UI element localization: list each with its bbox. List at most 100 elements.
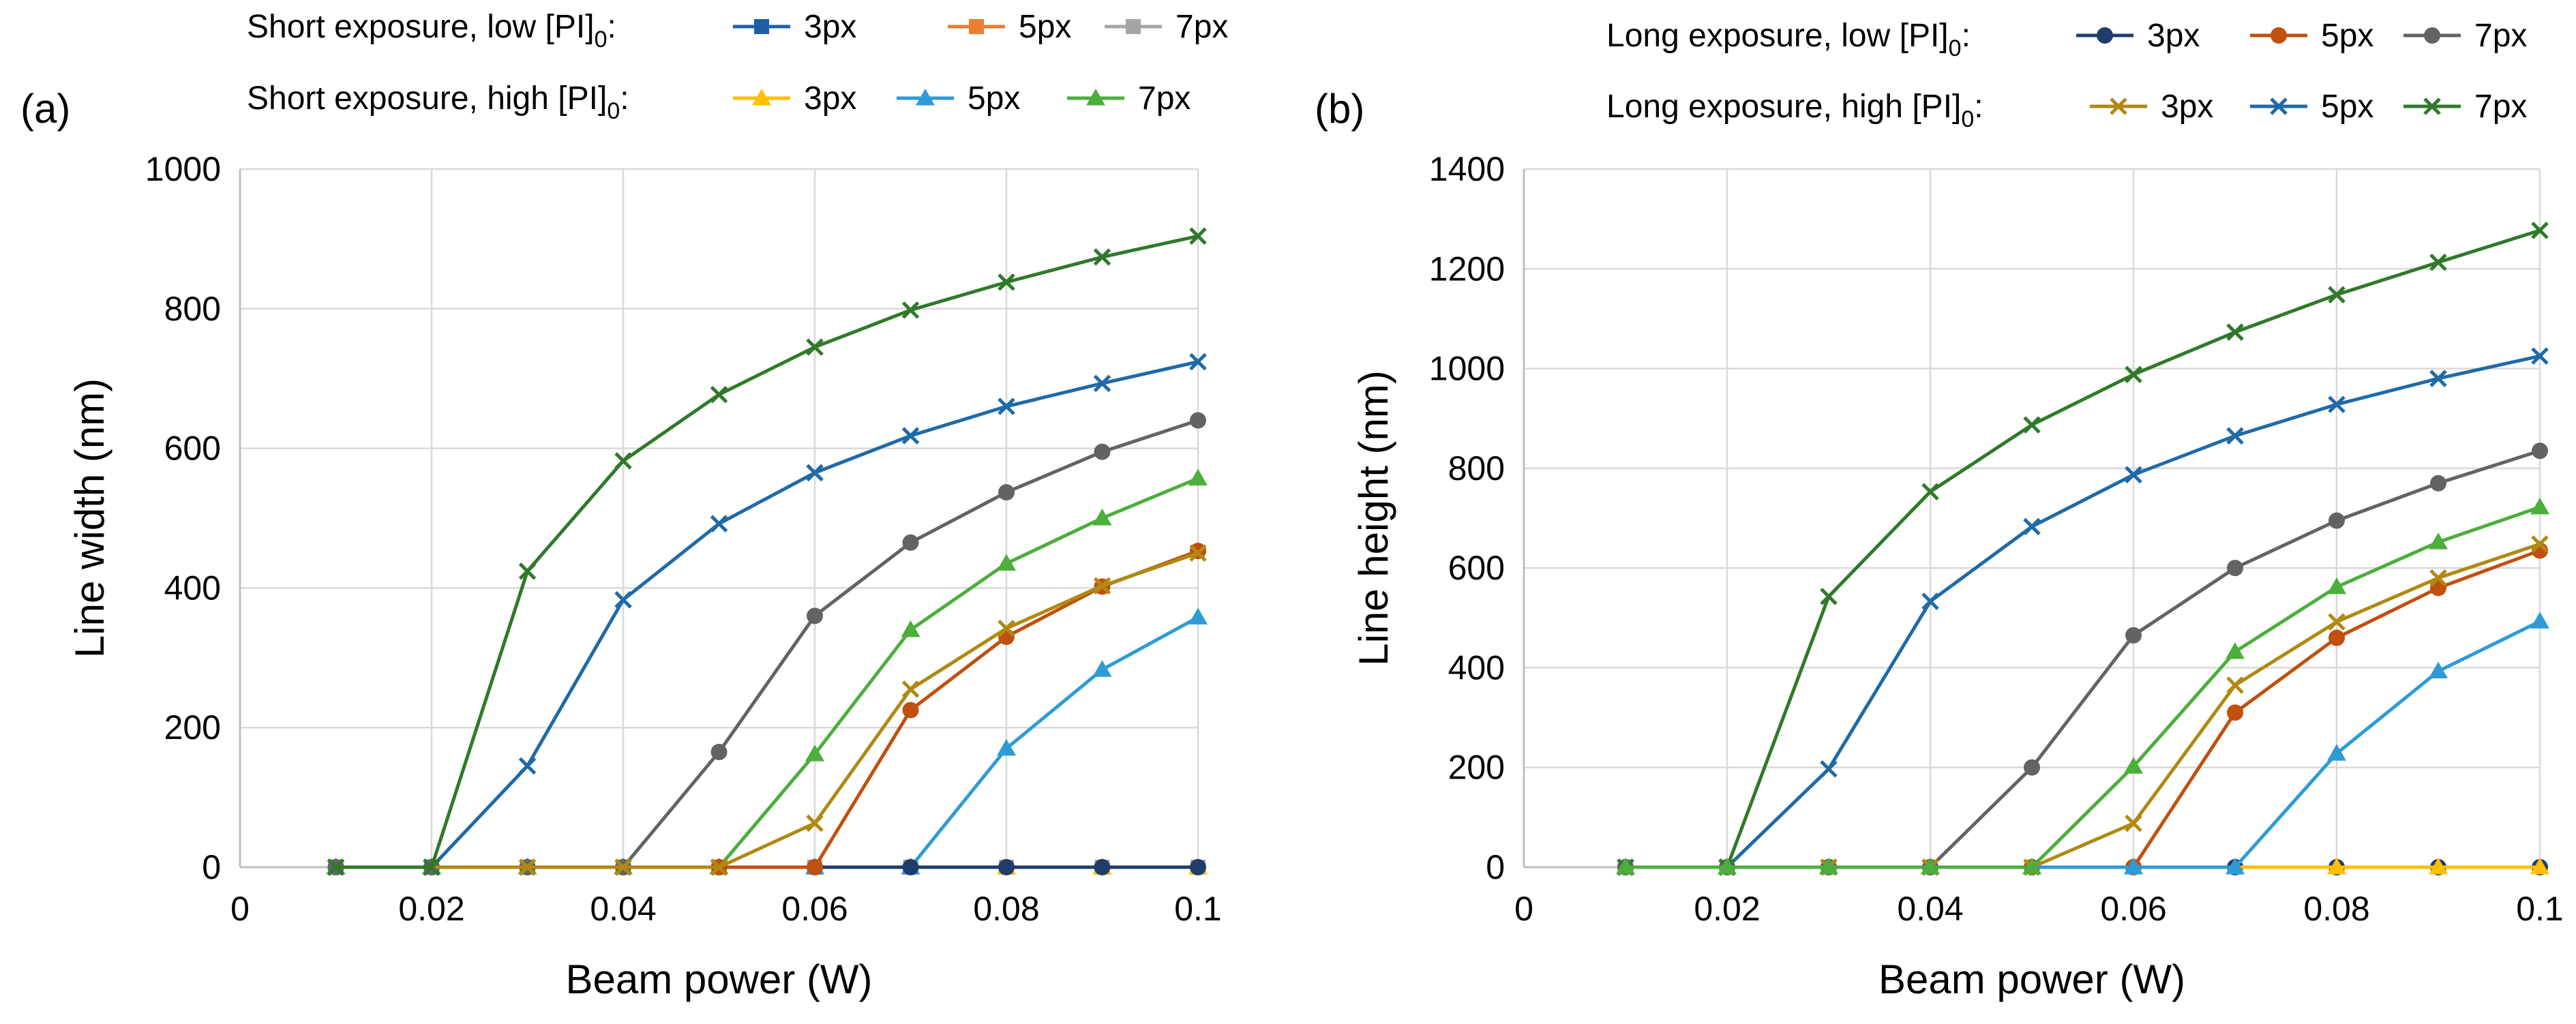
series-line <box>1626 449 2541 869</box>
legend-row-subscript: 0 <box>1949 35 1962 61</box>
data-point <box>423 858 440 876</box>
data-point <box>998 484 1015 501</box>
x-tick-label: 0.06 <box>781 890 848 928</box>
legend-row-title: Long exposure, low [PI]0: <box>1606 18 1971 61</box>
data-point <box>2530 858 2549 875</box>
y-tick-label: 600 <box>164 430 221 468</box>
data-point <box>1820 588 1838 605</box>
data-point <box>2227 560 2243 577</box>
legend-row-suffix: : <box>620 80 629 117</box>
series-line <box>335 360 1199 869</box>
x-tick-label: 0.08 <box>2303 890 2369 928</box>
data-point <box>614 452 632 470</box>
legend-row-label: Short exposure, high [PI] <box>247 80 607 117</box>
legend-row-subscript: 0 <box>595 27 608 52</box>
data-point <box>2125 365 2142 384</box>
legend-entry-label: 3px <box>2147 18 2200 54</box>
legend-entry: 3px <box>733 80 856 117</box>
data-point <box>2226 858 2245 875</box>
data-point <box>327 858 345 876</box>
legend-swatch-marker <box>754 19 769 34</box>
legend-entry: 3px <box>2076 18 2200 54</box>
data-point <box>2023 517 2041 536</box>
data-point <box>1093 577 1111 595</box>
legend-row-suffix: : <box>1974 89 1983 125</box>
data-point <box>2532 442 2548 460</box>
data-point <box>2328 613 2346 631</box>
x-tick-label: 0.06 <box>2100 890 2166 928</box>
legend-entry-label: 5px <box>2321 89 2373 125</box>
data-point <box>901 427 920 445</box>
data-point <box>2530 497 2549 515</box>
legend-entry-label: 7px <box>1175 9 1228 45</box>
data-point <box>2327 577 2346 594</box>
series-long-high-5px <box>327 352 1207 876</box>
data-point <box>1188 468 1208 486</box>
data-point <box>2226 642 2245 659</box>
series-long-7px <box>327 412 1206 875</box>
data-point <box>902 702 919 719</box>
data-point <box>806 464 824 482</box>
data-point <box>1189 544 1207 562</box>
legend-entry-label: 5px <box>968 80 1020 117</box>
legend-row-title: Long exposure, high [PI]0: <box>1606 89 1983 132</box>
data-point <box>2429 532 2448 549</box>
y-tick-label: 400 <box>1448 648 1505 687</box>
legend-entry: 7px <box>2403 89 2527 125</box>
data-point <box>710 515 728 532</box>
data-point <box>1094 443 1111 460</box>
legend-entry: 7px <box>1067 80 1190 117</box>
data-point <box>805 744 824 762</box>
data-point <box>2430 475 2446 492</box>
y-axis-title: Line height (nm) <box>1351 370 1396 666</box>
data-point <box>902 859 919 875</box>
legend-row-title: Short exposure, high [PI]0: <box>247 80 629 124</box>
data-point <box>998 620 1015 637</box>
legend-row-suffix: : <box>608 9 616 45</box>
data-point <box>901 620 920 637</box>
legend-row-title: Short exposure, low [PI]0: <box>247 9 616 52</box>
legend-entry-label: 5px <box>2321 18 2373 54</box>
x-axis-title: Beam power (W) <box>565 957 872 1002</box>
data-point <box>2429 569 2447 587</box>
legend-row-subscript: 0 <box>607 98 620 124</box>
legend-entry-label: 3px <box>804 80 856 117</box>
y-tick-label: 0 <box>1486 848 1505 886</box>
y-tick-label: 800 <box>164 290 221 328</box>
series-line <box>335 549 1199 869</box>
data-point <box>518 757 537 775</box>
data-point <box>1189 352 1207 371</box>
data-point <box>1094 859 1111 875</box>
series-3px <box>1617 535 2549 876</box>
data-point <box>1190 412 1206 429</box>
legend-entry-label: 7px <box>2474 18 2527 54</box>
x-tick-label: 0 <box>230 890 250 928</box>
legend-entry-label: 5px <box>1019 9 1071 45</box>
legend-row-label: Short exposure, low [PI] <box>247 9 595 45</box>
data-point <box>1092 660 1112 677</box>
legend-entry-label: 7px <box>1138 80 1190 117</box>
series-line <box>1626 228 2541 869</box>
data-point <box>997 554 1016 571</box>
data-point <box>2124 858 2143 875</box>
data-point <box>1921 858 1940 875</box>
data-point <box>2531 535 2549 553</box>
x-axis-title: Beam power (W) <box>1878 957 2185 1002</box>
series-5px <box>326 607 1208 875</box>
data-point <box>1190 859 1206 875</box>
legend-entry: 3px <box>733 9 856 45</box>
series-line <box>1626 620 2541 869</box>
y-tick-label: 200 <box>1448 749 1505 787</box>
y-tick-label: 0 <box>202 848 221 886</box>
data-point <box>901 680 920 698</box>
panel-label: (b) <box>1315 86 1364 132</box>
data-point <box>806 814 824 832</box>
legend-swatch-marker <box>969 19 984 34</box>
legend-swatch-marker <box>1086 89 1105 106</box>
data-point <box>1616 858 1635 875</box>
data-point <box>2125 466 2142 484</box>
data-point <box>2429 370 2447 387</box>
x-tick-label: 0.02 <box>1694 890 1760 928</box>
series-5px <box>1617 347 2549 876</box>
data-point <box>902 534 919 551</box>
